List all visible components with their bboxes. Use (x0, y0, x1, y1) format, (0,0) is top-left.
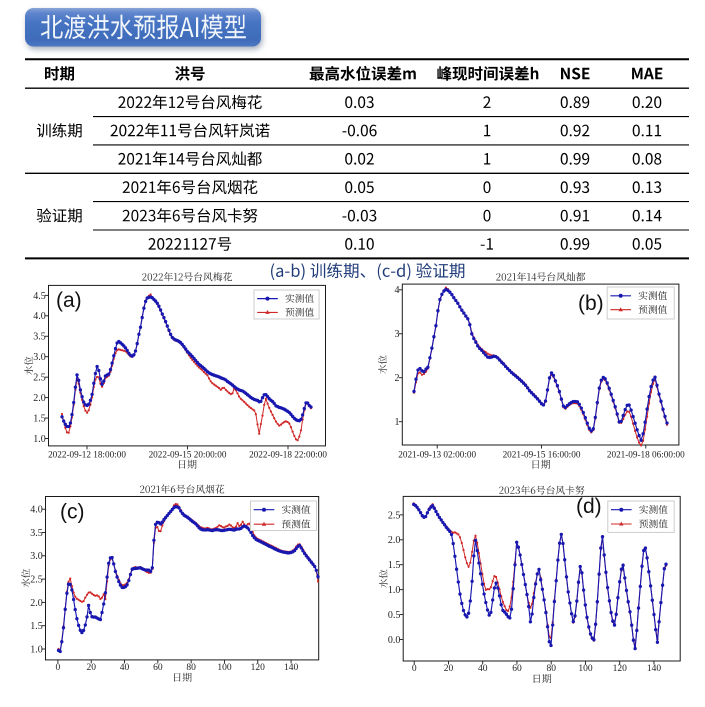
svg-text:0.0: 0.0 (388, 635, 401, 646)
svg-text:60: 60 (153, 663, 163, 673)
svg-text:2021-09-18 06:00:00: 2021-09-18 06:00:00 (607, 449, 685, 459)
svg-text:4.5: 4.5 (33, 291, 46, 302)
svg-text:1.0: 1.0 (30, 644, 43, 655)
svg-text:2022-09-18 22:00:00: 2022-09-18 22:00:00 (249, 449, 327, 459)
svg-text:2.5: 2.5 (388, 510, 401, 521)
svg-text:4.0: 4.0 (30, 505, 43, 516)
svg-text:2.5: 2.5 (30, 575, 43, 586)
svg-text:40: 40 (478, 664, 488, 674)
svg-text:2021-09-13 02:00:00: 2021-09-13 02:00:00 (398, 449, 476, 459)
svg-text:1: 1 (395, 417, 400, 428)
svg-text:1.5: 1.5 (33, 413, 46, 424)
svg-text:80: 80 (186, 663, 196, 673)
svg-text:60: 60 (512, 664, 522, 674)
svg-text:100: 100 (217, 663, 232, 673)
svg-text:20: 20 (86, 663, 96, 673)
svg-text:2.5: 2.5 (33, 373, 46, 384)
svg-text:(d): (d) (576, 495, 602, 518)
svg-text:4.0: 4.0 (33, 311, 46, 322)
svg-text:140: 140 (284, 663, 299, 673)
svg-text:3.0: 3.0 (33, 352, 46, 363)
svg-text:2: 2 (395, 373, 400, 384)
svg-text:(b): (b) (578, 292, 604, 315)
svg-text:80: 80 (546, 664, 556, 674)
svg-text:2.0: 2.0 (30, 598, 43, 609)
svg-text:4: 4 (395, 285, 400, 296)
svg-text:1.0: 1.0 (33, 434, 46, 445)
svg-text:2022-09-12 18:00:00: 2022-09-12 18:00:00 (48, 449, 126, 459)
svg-text:1.5: 1.5 (388, 560, 401, 571)
svg-text:140: 140 (647, 664, 662, 674)
svg-text:2.0: 2.0 (33, 393, 46, 404)
svg-text:0: 0 (412, 664, 417, 674)
svg-text:3.5: 3.5 (33, 332, 46, 343)
svg-text:1.5: 1.5 (30, 621, 43, 632)
svg-text:(c): (c) (60, 501, 85, 524)
svg-text:2022-09-15 20:00:00: 2022-09-15 20:00:00 (149, 449, 227, 459)
svg-text:40: 40 (120, 663, 130, 673)
svg-text:2021-09-15 16:00:00: 2021-09-15 16:00:00 (503, 449, 581, 459)
svg-text:20: 20 (444, 664, 454, 674)
svg-text:(a): (a) (56, 289, 82, 312)
svg-text:3.0: 3.0 (30, 551, 43, 562)
svg-text:2.0: 2.0 (388, 535, 401, 546)
svg-text:100: 100 (578, 664, 593, 674)
svg-text:1.0: 1.0 (388, 585, 401, 596)
svg-text:120: 120 (251, 663, 266, 673)
svg-text:120: 120 (613, 664, 628, 674)
svg-text:3: 3 (395, 329, 400, 340)
svg-text:0.5: 0.5 (388, 610, 401, 621)
svg-text:3.5: 3.5 (30, 528, 43, 539)
svg-text:0: 0 (56, 663, 61, 673)
